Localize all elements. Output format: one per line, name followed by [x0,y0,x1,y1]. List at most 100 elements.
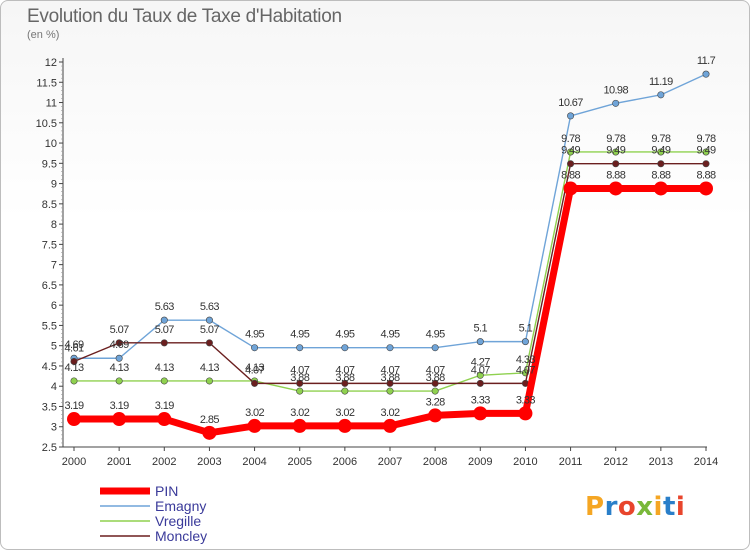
y-tick-label: 9.5 [42,158,57,170]
data-point-pin [157,412,172,427]
data-point-emagny [521,338,529,346]
data-label-vregille: 9.78 [696,133,715,145]
data-label-emagny: 10.98 [603,84,628,96]
y-tick-label: 6 [51,300,57,312]
data-label-vregille: 9.78 [561,133,580,145]
y-tick-label: 5 [51,341,57,353]
data-label-moncley: 5.07 [155,324,174,336]
y-tick-label: 5.5 [42,320,57,332]
data-label-emagny: 5.1 [519,323,533,335]
data-label-vregille: 3.88 [426,372,445,384]
data-point-emagny [431,344,439,352]
data-point-pin [247,418,262,433]
data-label-emagny: 5.63 [155,301,174,313]
data-point-emagny [205,316,213,324]
chart-title: Evolution du Taux de Taxe d'Habitation [27,6,342,27]
data-label-emagny: 4.69 [110,339,129,351]
data-label-emagny: 5.1 [474,323,488,335]
data-point-moncley [205,339,213,347]
data-label-moncley: 4.07 [471,364,490,376]
logo-letter: P [585,492,605,522]
data-point-emagny [476,338,484,346]
chart-subtitle: (en %) [27,29,60,41]
data-point-vregille [431,387,439,395]
data-label-moncley: 9.49 [606,145,625,157]
data-label-moncley: 4.07 [290,364,309,376]
data-label-moncley: 4.07 [335,364,354,376]
data-label-vregille: 4.13 [245,362,264,374]
data-point-pin [563,181,578,196]
logo-letter: x [636,492,654,522]
y-tick-label: 11 [46,98,57,110]
x-tick-label: 2007 [378,456,402,468]
data-point-pin [383,418,397,433]
data-point-emagny [341,344,349,352]
data-point-vregille [296,387,304,395]
data-label-vregille: 3.88 [290,372,309,384]
data-point-vregille [160,377,168,385]
data-point-vregille [657,148,665,156]
data-label-pin: 3.02 [380,407,399,419]
data-label-moncley: 4.07 [245,364,264,376]
data-label-emagny: 4.69 [64,339,83,351]
y-tick-label: 9 [51,179,57,191]
y-tick-label: 7 [51,260,57,272]
x-tick-label: 2010 [513,456,537,468]
data-point-vregille [702,148,710,156]
data-label-moncley: 4.07 [380,364,399,376]
x-tick-label: 2009 [468,456,492,468]
data-label-pin: 3.02 [245,407,264,419]
data-label-emagny: 4.95 [335,329,354,341]
data-label-pin: 3.28 [426,396,445,408]
data-label-moncley: 4.07 [516,364,535,376]
data-point-vregille [476,371,484,379]
y-tick-label: 2.5 [42,442,57,454]
data-label-pin: 3.19 [64,400,83,412]
data-point-moncley [341,379,349,387]
y-tick-label: 11.5 [36,77,57,89]
data-label-pin: 8.88 [696,169,715,181]
y-tick-label: 10 [45,138,57,150]
y-tick-label: 3.5 [42,401,57,413]
data-point-moncley [612,160,620,168]
logo-letter: o [617,492,637,522]
data-label-pin: 3.19 [155,400,174,412]
x-tick-label: 2000 [62,456,86,468]
data-label-vregille: 9.78 [651,133,670,145]
data-point-vregille [115,377,123,385]
y-tick-label: 8.5 [42,199,57,211]
data-point-emagny [612,99,620,107]
data-label-moncley: 5.07 [110,324,129,336]
data-point-moncley [431,379,439,387]
data-label-emagny: 10.67 [558,97,583,109]
x-tick-label: 2013 [649,456,673,468]
data-label-pin: 3.02 [290,407,309,419]
y-tick-label: 7.5 [42,239,57,251]
y-tick-label: 3 [51,422,57,434]
data-label-pin: 8.88 [606,169,625,181]
data-point-moncley [160,339,168,347]
data-point-moncley [476,379,484,387]
data-point-vregille [205,377,213,385]
data-label-moncley: 4.07 [426,364,445,376]
data-point-moncley [702,160,710,168]
data-point-moncley [296,379,304,387]
data-point-pin [292,418,307,433]
data-label-vregille: 4.27 [471,356,490,368]
data-label-emagny: 4.95 [380,329,399,341]
data-label-pin: 2.85 [200,414,219,426]
y-tick-label: 4 [51,381,57,393]
data-label-emagny: 4.95 [290,329,309,341]
y-tick-label: 10.5 [36,118,57,130]
data-point-vregille [612,148,620,156]
logo-letter: r [604,492,618,522]
data-point-pin [337,418,352,433]
data-label-vregille: 3.88 [380,372,399,384]
y-tick-label: 12 [45,57,57,69]
data-point-pin [67,412,81,427]
x-tick-label: 2005 [287,456,311,468]
logo-letter: t [662,492,676,522]
data-label-pin: 3.02 [335,407,354,419]
data-label-moncley: 9.49 [696,145,715,157]
